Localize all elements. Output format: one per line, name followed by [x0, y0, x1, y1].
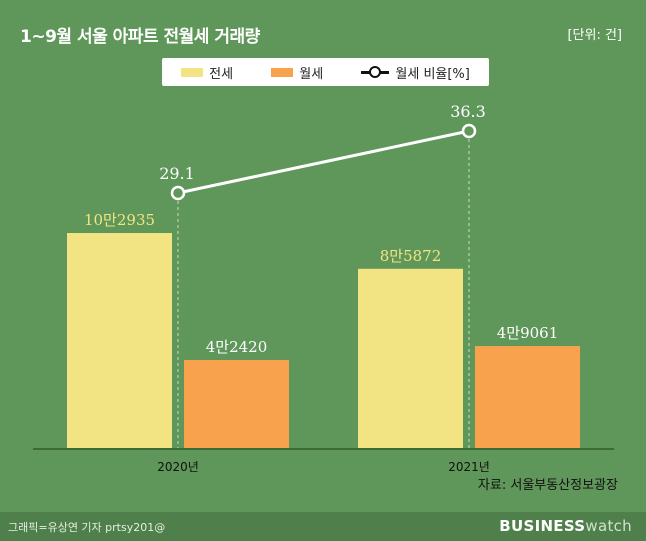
legend-item-jeonse: 전세 — [181, 63, 233, 82]
unit-label: [단위: 건] — [567, 28, 622, 43]
bar-wolse-0 — [184, 359, 289, 449]
brand-part1: BUSINESS — [499, 517, 586, 535]
bar-jeonse-0 — [67, 233, 172, 449]
ratio-line — [177, 129, 470, 195]
legend-label-ratio: 월세 비율[%] — [395, 66, 470, 82]
legend-item-wolse: 월세 — [271, 63, 323, 82]
legend: 전세 월세 월세 비율[%] — [162, 58, 489, 86]
jeonse-swatch — [181, 67, 204, 77]
bar-value-label: 8만5872 — [380, 247, 442, 265]
bar-value-label: 4만9061 — [497, 324, 559, 342]
brand-part2: watch — [585, 517, 632, 535]
ratio-point — [461, 123, 477, 139]
ratio-point — [170, 185, 186, 201]
ratio-value-label: 29.1 — [159, 164, 195, 183]
legend-item-ratio: 월세 비율[%] — [361, 63, 470, 82]
footer-bar: 그래픽=유상연 기자 prtsy201@ BUSINESSwatch — [0, 512, 646, 541]
x-tick-label: 2020년 — [157, 460, 199, 474]
bar-value-label: 4만2420 — [206, 338, 268, 356]
chart-canvas: 10만2935 4만2420 2020년 8만5872 4만9061 2021년 29.1 3… — [33, 102, 614, 474]
credit-label: 그래픽=유상연 기자 prtsy201@ — [8, 521, 166, 534]
brand-logo: BUSINESSwatch — [499, 517, 632, 535]
x-tick-label: 2021년 — [448, 460, 490, 474]
source-label: 자료: 서울부동산정보광장 — [477, 478, 618, 493]
line-marker-icon — [361, 66, 390, 78]
ratio-value-label: 36.3 — [450, 102, 486, 121]
legend-label-jeonse: 전세 — [209, 66, 234, 82]
chart-title: 1~9월 서울 아파트 전월세 거래량 — [20, 27, 260, 47]
legend-label-wolse: 월세 — [299, 66, 324, 82]
wolse-swatch — [271, 67, 294, 77]
bar-value-label: 10만2935 — [84, 211, 155, 229]
bar-jeonse-1 — [358, 268, 463, 449]
bar-wolse-1 — [475, 346, 580, 449]
